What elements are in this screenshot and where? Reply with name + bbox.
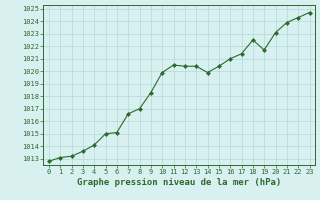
X-axis label: Graphe pression niveau de la mer (hPa): Graphe pression niveau de la mer (hPa) xyxy=(77,178,281,187)
